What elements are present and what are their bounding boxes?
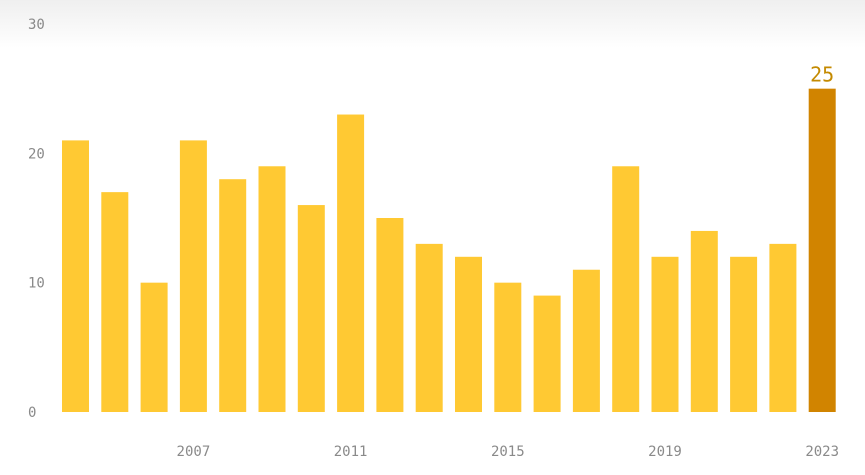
bar-2018: [612, 166, 640, 412]
bar-2007: [179, 140, 207, 412]
bar-2012: [376, 218, 404, 412]
bar-2015: [494, 282, 522, 412]
x-tick-label: 2015: [491, 444, 525, 460]
bar-2005: [101, 192, 129, 412]
bar-2022: [769, 243, 797, 412]
x-tick-label: 2019: [648, 444, 682, 460]
bar-2016: [533, 295, 561, 412]
highlight-data-label: 25: [810, 63, 834, 87]
bar-2010: [297, 205, 325, 412]
bar-2011: [337, 114, 365, 413]
bar-2017: [572, 269, 600, 412]
y-tick-label: 10: [28, 276, 45, 292]
bar-2009: [258, 166, 286, 412]
bar-2019: [651, 256, 679, 412]
x-tick-label: 2007: [177, 444, 211, 460]
header-fade: [0, 0, 865, 48]
y-tick-label: 0: [28, 405, 36, 421]
bar-2004: [62, 140, 89, 412]
bar-2006: [140, 282, 168, 412]
bar-2021: [730, 256, 758, 412]
x-tick-label: 2023: [805, 444, 839, 460]
bar-2013: [415, 243, 443, 412]
y-tick-label: 20: [28, 146, 45, 162]
bar-highlight-2023: [808, 88, 836, 413]
y-tick-label: 30: [28, 17, 45, 33]
bar-2020: [690, 230, 718, 412]
x-tick-label: 2011: [334, 444, 368, 460]
bar-2014: [455, 256, 482, 412]
bar-2008: [219, 179, 247, 412]
